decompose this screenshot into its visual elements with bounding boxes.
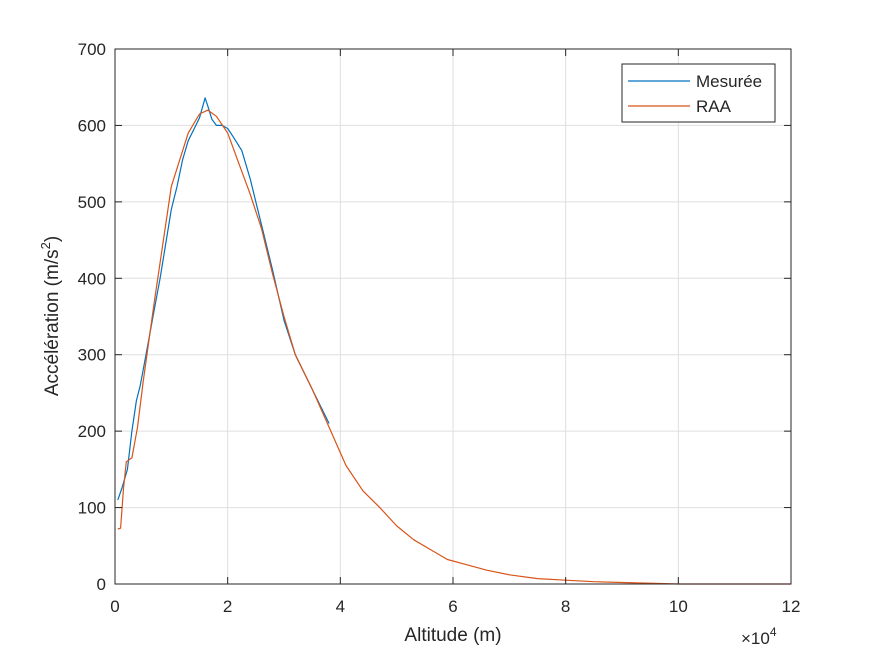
- x-tick-label: 12: [782, 597, 801, 616]
- x-tick-label: 0: [110, 597, 119, 616]
- series-layer: [117, 97, 791, 585]
- y-axis-label: Accélération (m/s2): [38, 236, 63, 396]
- x-tick-label: 4: [336, 597, 345, 616]
- legend-label-mesuree: Mesurée: [696, 72, 762, 91]
- x-axis-label: Altitude (m): [404, 625, 501, 646]
- x-tick-label: 8: [561, 597, 570, 616]
- y-tick-label: 700: [78, 40, 106, 59]
- y-tick-label: 500: [78, 193, 106, 212]
- y-tick-label: 300: [78, 346, 106, 365]
- y-axis-label-main: Accélération (m/s: [42, 249, 63, 396]
- x-tick-label: 6: [448, 597, 457, 616]
- y-tick-label: 200: [78, 422, 106, 441]
- legend-box: [621, 63, 776, 123]
- tick-labels: 0 2 4 6 8 10 12 0 100 200 300 400 500 600 700: [78, 40, 801, 616]
- legend: Mesurée RAA: [621, 63, 776, 123]
- series-line-raa: [117, 109, 791, 585]
- x-axis-multiplier-exponent: 4: [770, 625, 777, 639]
- x-axis-multiplier-base: ×10: [741, 629, 770, 648]
- axis-ticks: [114, 48, 792, 585]
- y-tick-label: 0: [97, 575, 106, 594]
- legend-label-raa: RAA: [696, 97, 732, 116]
- y-axis-label-superscript: 2: [38, 242, 53, 249]
- x-axis-multiplier: ×104: [741, 625, 777, 648]
- y-tick-label: 100: [78, 499, 106, 518]
- y-axis-label-close: ): [42, 236, 63, 242]
- series-line-mesuree: [117, 97, 330, 501]
- y-tick-label: 400: [78, 269, 106, 288]
- x-tick-label: 2: [223, 597, 232, 616]
- x-tick-label: 10: [669, 597, 688, 616]
- y-tick-label: 600: [78, 116, 106, 135]
